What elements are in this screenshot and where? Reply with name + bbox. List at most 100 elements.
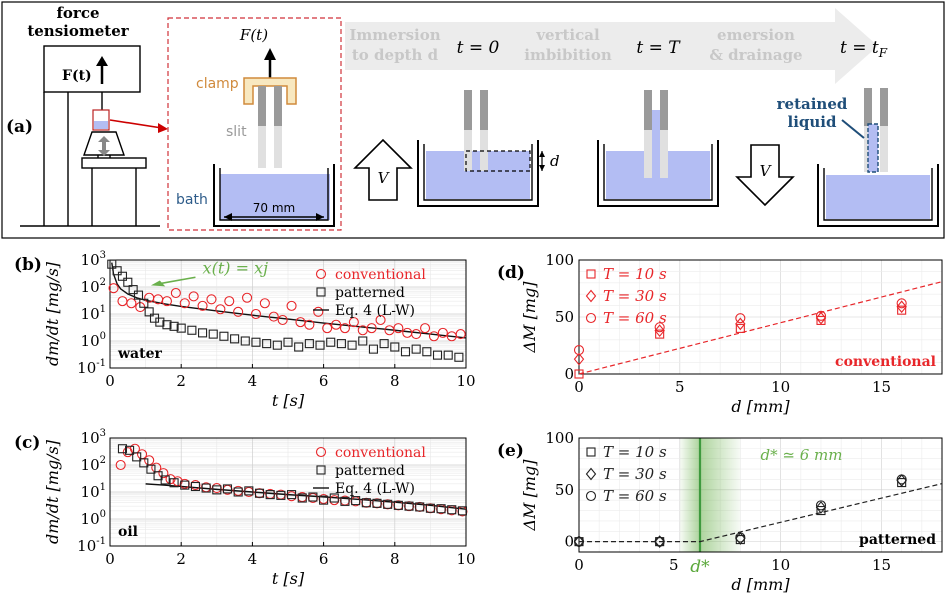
y-tick-label: 10-1 — [77, 536, 106, 555]
patterned-point — [283, 337, 293, 347]
y-tick-label: 10-1 — [77, 358, 106, 377]
data-point — [735, 532, 746, 545]
data-point — [816, 505, 826, 516]
patterned-point — [361, 498, 371, 508]
patterned-point — [251, 337, 261, 347]
x-tick-label: 0 — [105, 372, 115, 390]
legend-label: T = 10 s — [603, 265, 667, 283]
patterned-point — [400, 347, 411, 357]
x-tick-label: 5 — [669, 556, 679, 574]
patterned-point — [308, 492, 318, 502]
conventional-point — [215, 304, 226, 315]
data-point — [896, 300, 907, 314]
velocity-up-label: V — [378, 169, 391, 187]
legend-label: T = 10 s — [603, 443, 667, 461]
chart-c: 0 2 4 6 8 10 10-1 100 101 102 103 t [s] dm/dt [mg/s]… — [14, 428, 476, 588]
stage-immersion-1: Immersion — [349, 26, 440, 44]
x-tick-label: 15 — [872, 556, 891, 574]
legend-patterned-marker — [316, 287, 326, 297]
axes-frame — [109, 437, 467, 547]
bath-width-arrow-left — [224, 213, 232, 221]
conventional-point — [158, 468, 169, 479]
patterned-point — [404, 501, 414, 511]
legend-conventional-marker — [315, 268, 327, 280]
data-point — [735, 313, 746, 324]
sample-liquid — [94, 121, 108, 129]
patterned-point — [447, 505, 457, 515]
patterned-point — [454, 352, 464, 362]
patterned-point — [372, 498, 382, 508]
patterned-point — [201, 483, 211, 493]
data-point — [896, 474, 907, 487]
patterned-point — [162, 320, 172, 330]
conventional-point — [348, 317, 359, 328]
patterned-point — [315, 340, 325, 350]
axes-frame — [109, 259, 467, 369]
time-F-sub: F — [878, 46, 888, 60]
conventional-point — [197, 300, 208, 311]
y-tick-label: 101 — [81, 482, 106, 501]
inner-label: conventional — [835, 354, 936, 370]
slit-label: slit — [226, 124, 247, 140]
y-axis-label: dm/dt [mg/s] — [43, 261, 62, 366]
x-tick-label: 0 — [105, 550, 115, 568]
patterned-point — [383, 499, 393, 509]
conventional-point — [322, 323, 333, 334]
patterned-point — [379, 339, 389, 349]
stage-immersion-2: to depth d — [352, 46, 439, 64]
slit-left-dark — [258, 86, 266, 126]
axes-frame — [578, 259, 943, 375]
time-F-main: t = t — [840, 38, 879, 58]
data-point — [573, 536, 585, 547]
patterned-point — [139, 298, 149, 308]
x-tick-label: 10 — [771, 556, 790, 574]
patterned-point — [276, 490, 286, 500]
patterned-point — [262, 339, 272, 349]
patterned-point — [457, 506, 467, 516]
patterned-point — [107, 259, 117, 269]
patterned-point — [208, 329, 218, 339]
patterned-point — [132, 452, 142, 462]
patterned-point — [146, 464, 156, 474]
panel-label: (d) — [497, 263, 525, 283]
clamp-label: clamp — [196, 76, 239, 92]
x-tick-label: 8 — [390, 550, 400, 568]
data-point — [735, 532, 746, 543]
patterned-point — [436, 504, 446, 514]
bath-container — [213, 164, 335, 227]
patterned-point — [254, 488, 265, 498]
data-point — [896, 298, 907, 309]
velocity-down-arrow — [735, 144, 795, 207]
y-tick-label: 102 — [81, 277, 106, 296]
data-point — [815, 310, 827, 321]
x-axis-label: d [mm] — [731, 397, 790, 416]
legend-patterned: patterned — [335, 285, 405, 301]
patterned-point — [169, 321, 179, 331]
x-tick-label: 4 — [248, 550, 258, 568]
patterned-point — [297, 493, 307, 503]
patterned-point — [347, 340, 357, 350]
inner-label: oil — [118, 524, 138, 540]
stage-imbibition-1: vertical — [535, 26, 600, 44]
x-axis-label: t [s] — [272, 569, 305, 588]
conventional-point — [179, 298, 190, 309]
data-point — [654, 324, 665, 338]
patterned-point — [123, 277, 133, 287]
x-tick-label: 0 — [574, 378, 584, 396]
patterned-point — [358, 336, 368, 346]
patterned-point — [265, 490, 275, 500]
data-point — [574, 369, 584, 379]
conventional-point — [161, 296, 173, 307]
patterned-point — [133, 290, 144, 300]
data-point — [654, 536, 665, 547]
x-tick-label: 4 — [248, 372, 258, 390]
bath-tT — [597, 90, 719, 207]
panel-label: (c) — [14, 433, 40, 453]
conventional-point — [115, 459, 126, 471]
conventional-point — [286, 300, 297, 311]
patterned-point — [187, 325, 197, 335]
legend-conventional-marker — [315, 446, 327, 458]
data-point — [897, 305, 907, 315]
patterned-point — [351, 496, 361, 506]
y-tick-label: 0 — [564, 365, 574, 383]
